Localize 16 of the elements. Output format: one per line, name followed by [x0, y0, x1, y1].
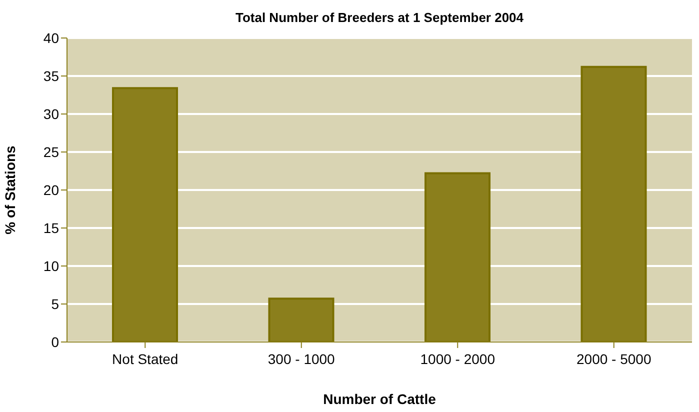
x-tick-label: 1000 - 2000	[420, 350, 496, 367]
x-axis-title: Number of Cattle	[323, 391, 436, 407]
x-tick-label: Not Stated	[112, 350, 178, 367]
y-tick-label: 30	[43, 106, 60, 122]
y-tick-label: 10	[43, 258, 60, 274]
y-tick-label: 35	[43, 68, 60, 84]
y-tick-label: 0	[51, 334, 60, 350]
chart-title: Total Number of Breeders at 1 September 2004	[234, 10, 525, 25]
y-tick-label: 25	[43, 144, 60, 160]
y-axis-title: % of Stations	[2, 145, 18, 234]
y-tick-label: 15	[43, 220, 60, 236]
y-tick-label: 20	[43, 182, 60, 198]
x-tick-label: 300 - 1000	[268, 350, 336, 367]
y-tick-label: 40	[43, 30, 60, 46]
y-tick-label: 5	[51, 296, 60, 312]
x-tick-label: 2000 - 5000	[576, 350, 652, 367]
